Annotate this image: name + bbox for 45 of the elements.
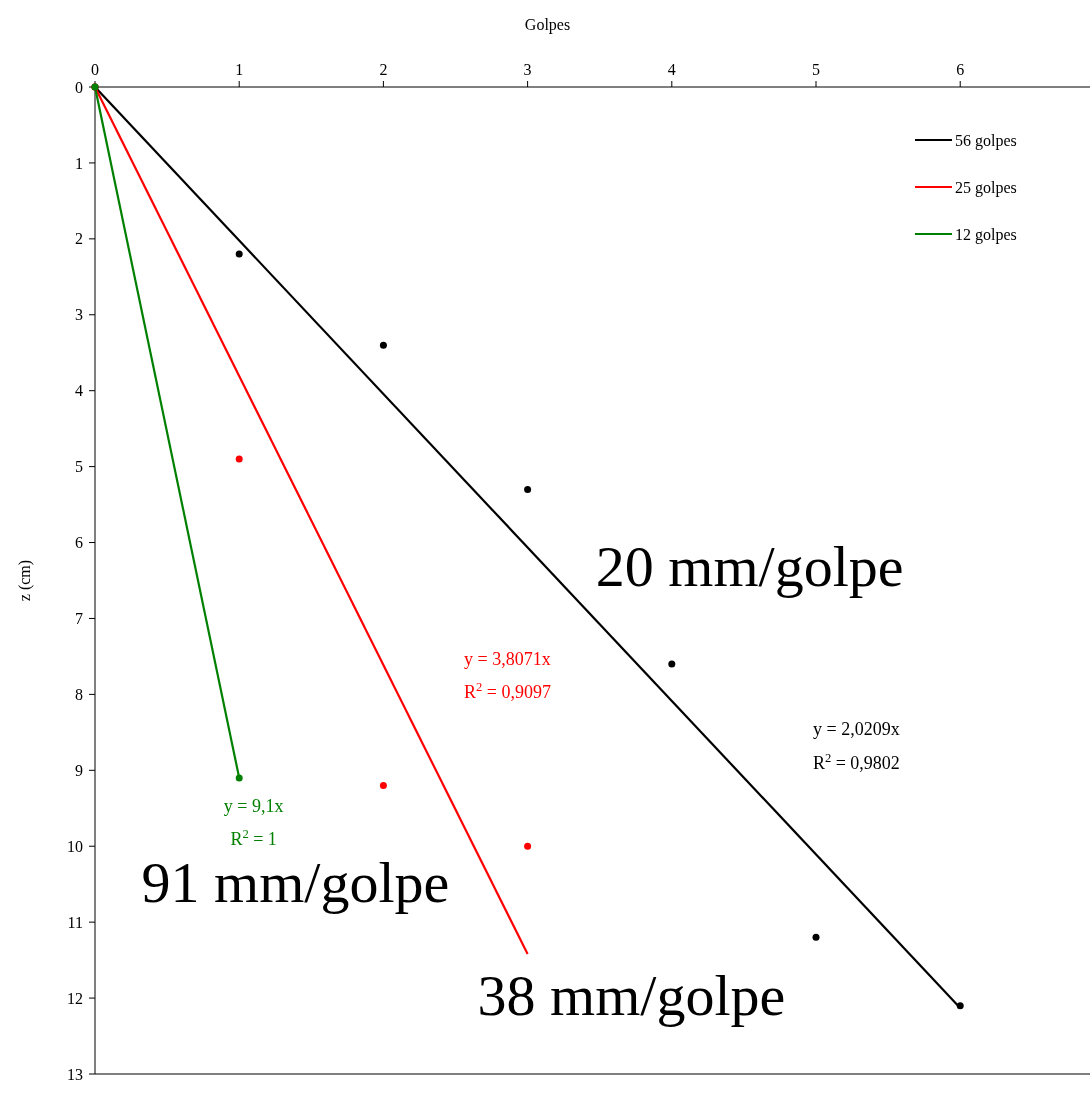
annotation: 38 mm/golpe [477, 963, 786, 1029]
point [812, 933, 820, 941]
point [235, 250, 243, 258]
x-tick-label: 5 [812, 61, 821, 78]
annotation: y = 9,1x [223, 795, 284, 816]
point [524, 842, 532, 850]
point [235, 774, 243, 782]
annotation: R$^{2}$ = 1 [230, 826, 277, 849]
x-tick-label: 1 [235, 61, 244, 78]
y-tick-label: 7 [75, 610, 83, 628]
annotation: y = 2,0209x [813, 718, 900, 739]
y-tick-label: 4 [75, 382, 83, 400]
y-tick-label: 1 [75, 154, 83, 172]
annotation: R$^{2}$ = 0,9097 [463, 680, 551, 703]
point [235, 455, 243, 463]
y-tick-label: 13 [67, 1065, 83, 1083]
y-tick-label: 10 [67, 837, 83, 855]
annotation: R$^{2}$ = 0,9802 [812, 751, 900, 774]
annotation: 91 mm/golpe [141, 850, 450, 916]
point [956, 1002, 964, 1010]
x-tick-label: 0 [91, 61, 99, 78]
x-tick-label: 2 [379, 61, 388, 78]
annotation: 20 mm/golpe [595, 533, 904, 599]
y-tick-label: 11 [67, 913, 83, 931]
y-tick-label: 12 [67, 989, 83, 1007]
point [668, 660, 676, 668]
annotation: y = 3,8071x [464, 649, 551, 669]
x-tick-label: 4 [667, 61, 676, 78]
y-tick-label: 3 [75, 306, 83, 324]
point [524, 485, 532, 493]
point [379, 781, 387, 789]
y-axis-title: z (cm) [16, 559, 34, 602]
y-tick-label: 5 [75, 458, 83, 476]
y-tick-label: 8 [75, 685, 83, 703]
y-tick-label: 9 [75, 761, 83, 779]
legend-label: 12 golpes [955, 225, 1017, 244]
legend-label: 25 golpes [955, 178, 1017, 197]
x-axis-title: Golpes [524, 16, 571, 34]
y-tick-label: 6 [75, 534, 83, 552]
y-tick-label: 0 [75, 78, 83, 96]
legend-label: 56 golpes [955, 131, 1017, 150]
x-tick-label: 6 [956, 61, 965, 78]
point [379, 341, 387, 349]
x-tick-label: 3 [523, 61, 532, 78]
y-tick-label: 2 [75, 230, 83, 248]
